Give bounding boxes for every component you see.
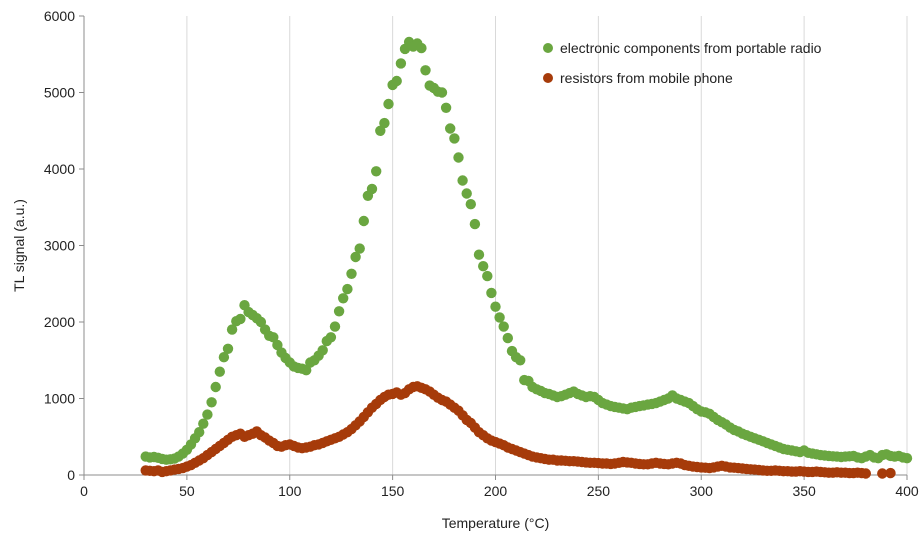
- point-radio: [214, 366, 225, 377]
- point-radio: [202, 409, 213, 420]
- x-tick-label: 150: [381, 483, 405, 499]
- point-radio: [371, 166, 382, 177]
- y-tick-label: 6000: [44, 8, 75, 24]
- legend-marker-radio: [543, 43, 553, 53]
- point-radio: [218, 352, 230, 363]
- point-radio: [198, 418, 209, 429]
- legend: electronic components from portable radi…: [543, 40, 822, 86]
- point-radio: [268, 332, 279, 343]
- point-radio: [461, 188, 472, 199]
- point-radio: [391, 75, 402, 87]
- point-radio: [453, 152, 464, 163]
- point-radio: [333, 306, 345, 317]
- point-radio: [350, 251, 361, 263]
- point-radio: [358, 215, 369, 227]
- point-radio: [449, 133, 460, 144]
- point-radio: [317, 345, 328, 356]
- y-tick-label: 3000: [44, 238, 75, 254]
- point-radio: [416, 42, 427, 54]
- point-phone: [860, 468, 871, 479]
- point-radio: [515, 355, 526, 366]
- x-tick-label: 0: [80, 483, 88, 499]
- point-radio: [420, 65, 431, 76]
- point-radio: [494, 312, 505, 323]
- point-radio: [272, 339, 283, 351]
- point-radio: [486, 287, 497, 299]
- point-radio: [210, 381, 221, 393]
- point-radio: [366, 183, 378, 195]
- y-axis-title: TL signal (a.u.): [11, 199, 27, 292]
- point-radio: [338, 293, 349, 304]
- legend-label-phone: resistors from mobile phone: [560, 70, 733, 86]
- point-radio: [478, 261, 489, 272]
- point-radio: [482, 270, 493, 282]
- point-radio: [379, 117, 390, 129]
- point-radio: [255, 316, 267, 328]
- point-radio: [325, 332, 337, 343]
- y-tick-label: 0: [67, 467, 75, 483]
- point-radio: [383, 98, 394, 110]
- point-radio: [206, 397, 217, 408]
- legend-label-radio: electronic components from portable radi…: [560, 40, 822, 56]
- point-radio: [465, 199, 476, 210]
- point-radio: [329, 321, 341, 332]
- y-tick-label: 4000: [44, 161, 75, 177]
- point-radio: [490, 301, 501, 312]
- point-radio: [226, 324, 238, 335]
- point-radio: [498, 321, 509, 332]
- x-axis-title: Temperature (°C): [442, 515, 550, 531]
- point-radio: [354, 243, 365, 254]
- point-radio: [901, 453, 913, 464]
- point-radio: [473, 249, 485, 260]
- x-tick-label: 100: [278, 483, 302, 499]
- point-radio: [222, 343, 234, 354]
- point-radio: [457, 175, 468, 186]
- point-radio: [235, 313, 246, 325]
- y-tick-label: 2000: [44, 314, 75, 330]
- x-tick-label: 350: [792, 483, 816, 499]
- x-tick-label: 250: [587, 483, 611, 499]
- point-radio: [469, 218, 481, 230]
- legend-marker-phone: [543, 73, 553, 83]
- point-radio: [436, 87, 448, 98]
- point-radio: [445, 123, 456, 134]
- x-tick-label: 400: [895, 483, 919, 499]
- point-radio: [440, 102, 452, 114]
- point-radio: [502, 332, 513, 344]
- point-phone: [877, 468, 888, 479]
- x-tick-label: 200: [484, 483, 508, 499]
- x-axis-ticks: 0 50 100 150 200 250 300 350 400: [80, 475, 919, 499]
- point-radio: [375, 125, 386, 136]
- point-radio: [395, 58, 407, 69]
- point-radio: [342, 283, 353, 295]
- data-points: [140, 36, 913, 479]
- x-tick-label: 50: [179, 483, 195, 499]
- vertical-gridlines: [186, 16, 908, 475]
- point-radio: [346, 268, 357, 279]
- point-radio: [301, 365, 312, 376]
- x-tick-label: 300: [690, 483, 714, 499]
- y-axis-ticks: 0 1000 2000 3000 4000 5000 6000: [44, 8, 84, 483]
- y-tick-label: 5000: [44, 85, 75, 101]
- point-radio: [194, 427, 205, 438]
- y-tick-label: 1000: [44, 391, 75, 407]
- point-phone: [885, 467, 896, 479]
